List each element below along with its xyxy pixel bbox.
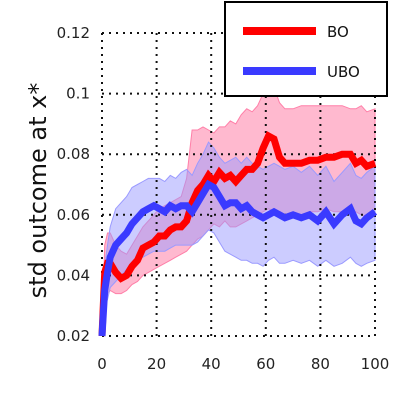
series-line-bo (98, 131, 377, 337)
y-tick-label-0.02: 0.02 (57, 327, 90, 345)
legend-box (224, 1, 388, 97)
series-line-ubo (98, 179, 378, 337)
legend: BO UBO (224, 1, 388, 97)
y-tick-label-0.08: 0.08 (57, 145, 90, 163)
y-tick-label-0.1: 0.1 (66, 85, 90, 103)
y-tick-label-0.04: 0.04 (57, 266, 90, 284)
x-tick-label-100: 100 (361, 355, 390, 373)
x-tick-label-60: 60 (256, 355, 275, 373)
y-tick-label-0.06: 0.06 (57, 206, 90, 224)
x-tick-label-80: 80 (311, 355, 330, 373)
y-axis-label: std outcome at x* (24, 83, 52, 299)
legend-label-bo: BO (327, 23, 349, 41)
legend-label-ubo: UBO (327, 63, 360, 81)
series-lines (98, 131, 378, 337)
y-tick-label-0.12: 0.12 (57, 24, 90, 42)
x-tick-label-20: 20 (147, 355, 166, 373)
axis-ticks: 0 20 40 60 80 100 0.02 0.04 0.06 0.08 0.1 0.12 (57, 24, 390, 373)
x-tick-label-40: 40 (202, 355, 221, 373)
x-tick-label-0: 0 (97, 355, 107, 373)
